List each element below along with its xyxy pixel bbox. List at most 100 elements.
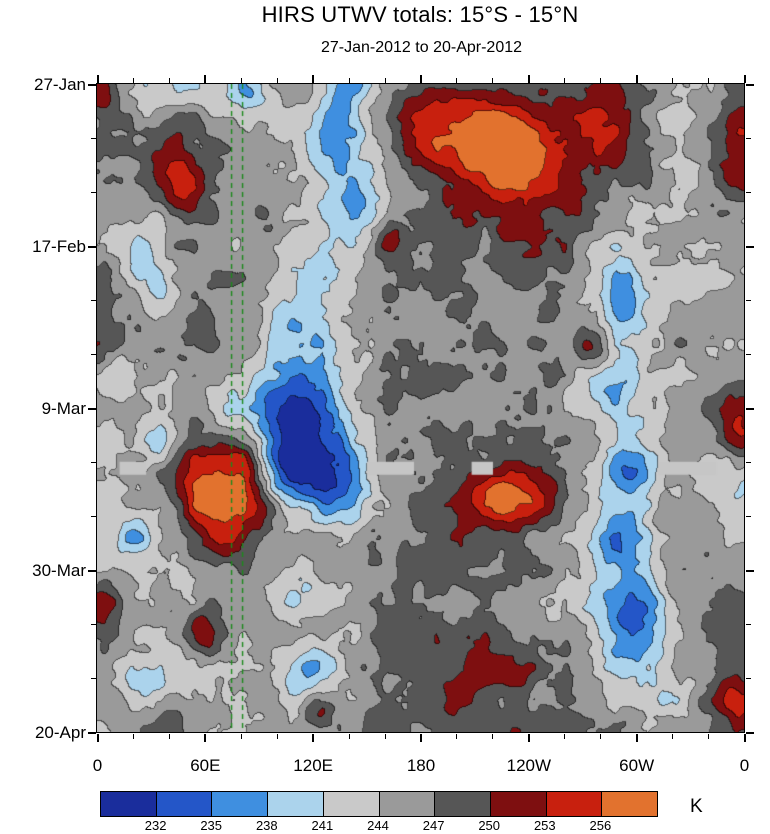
axis-tick [88, 83, 96, 86]
axis-tick [348, 734, 350, 739]
axis-tick [91, 678, 96, 679]
axis-tick [600, 734, 602, 739]
axis-tick [456, 78, 458, 83]
axis-tick [708, 734, 710, 739]
axis-tick [672, 78, 674, 83]
x-tick-label: 0 [92, 756, 103, 775]
axis-tick [240, 734, 242, 739]
axis-tick [88, 407, 96, 410]
axis-tick [746, 624, 751, 625]
y-tick-label: 9-Mar [41, 398, 86, 418]
axis-tick [91, 624, 96, 625]
axis-tick [746, 83, 754, 86]
axis-tick [746, 245, 754, 248]
x-tick-label: 120E [293, 756, 333, 775]
axis-tick [96, 75, 99, 83]
axis-tick [132, 734, 134, 739]
axis-tick [746, 300, 751, 301]
axis-tick [204, 734, 207, 742]
axis-tick [456, 734, 458, 739]
axis-tick [91, 300, 96, 301]
axis-tick [746, 516, 751, 517]
colorbar-tick-label: 241 [311, 818, 334, 833]
axis-tick [746, 462, 751, 463]
chart-title: HIRS UTWV totals: 15°S - 15°N [261, 2, 579, 27]
colorbar-segment [489, 792, 546, 816]
axis-tick [743, 734, 746, 742]
colorbar-tick-label: 247 [422, 818, 445, 833]
axis-tick [384, 734, 386, 739]
x-tick-label: 0 [739, 756, 750, 775]
chart-subtitle: 27-Jan-2012 to 20-Apr-2012 [320, 39, 523, 56]
axis-tick [91, 192, 96, 193]
axis-tick [746, 731, 754, 734]
y-tick-label: 27-Jan [34, 74, 86, 94]
colorbar-tick-label: 238 [255, 818, 278, 833]
colorbar-tick-label: 244 [367, 818, 389, 833]
axis-tick [746, 192, 751, 193]
axis-tick [88, 569, 96, 572]
axis-tick [276, 78, 278, 83]
colorbar-segment [322, 792, 379, 816]
axis-tick [348, 78, 350, 83]
axis-tick [88, 731, 96, 734]
axis-tick [420, 75, 422, 83]
axis-tick [746, 569, 754, 572]
axis-tick [746, 138, 751, 139]
colorbar-segment [101, 792, 156, 816]
axis-tick [96, 734, 99, 742]
axis-tick [746, 354, 751, 355]
axis-tick [743, 75, 746, 83]
axis-tick [420, 734, 422, 742]
axis-tick [168, 734, 170, 739]
axis-tick [91, 462, 96, 463]
plot-area [96, 83, 745, 733]
axis-tick [527, 734, 530, 742]
axis-tick [746, 407, 754, 410]
axis-tick [492, 78, 494, 83]
axis-tick [168, 78, 170, 83]
axis-tick [492, 734, 494, 739]
axis-tick [88, 245, 96, 248]
colorbar-segment [434, 792, 490, 816]
colorbar-segment [211, 792, 268, 816]
axis-tick [708, 78, 710, 83]
colorbar [100, 791, 658, 817]
colorbar-tick-label: 250 [478, 818, 501, 833]
axis-tick [276, 734, 278, 739]
x-tick-label: 120W [506, 756, 552, 775]
axis-tick [527, 75, 530, 83]
axis-tick [91, 354, 96, 355]
x-tick-label: 180 [406, 756, 436, 775]
colorbar-segment [601, 792, 658, 816]
colorbar-tick-label: 256 [589, 818, 612, 833]
colorbar-segment [545, 792, 602, 816]
colorbar-unit-label: K [690, 796, 703, 817]
y-tick-label: 30-Mar [32, 560, 86, 580]
axis-tick [312, 734, 315, 742]
axis-tick [91, 138, 96, 139]
colorbar-segment [267, 792, 323, 816]
axis-tick [240, 78, 242, 83]
colorbar-tick-label: 232 [144, 818, 167, 833]
axis-tick [635, 734, 638, 742]
axis-tick [564, 734, 566, 739]
y-tick-label: 20-Apr [34, 722, 86, 742]
axis-tick [384, 78, 386, 83]
x-tick-label: 60W [619, 756, 655, 775]
axis-tick [635, 75, 638, 83]
colorbar-segment [155, 792, 212, 816]
axis-tick [132, 78, 134, 83]
axis-tick [672, 734, 674, 739]
axis-tick [600, 78, 602, 83]
axis-tick [204, 75, 207, 83]
axis-tick [564, 78, 566, 83]
axis-tick [91, 516, 96, 517]
colorbar-tick-label: 235 [200, 818, 223, 833]
axis-tick [746, 678, 751, 679]
colorbar-segment [378, 792, 435, 816]
colorbar-tick-label: 253 [533, 818, 556, 833]
axis-tick [312, 75, 315, 83]
heatmap-canvas [97, 84, 744, 732]
